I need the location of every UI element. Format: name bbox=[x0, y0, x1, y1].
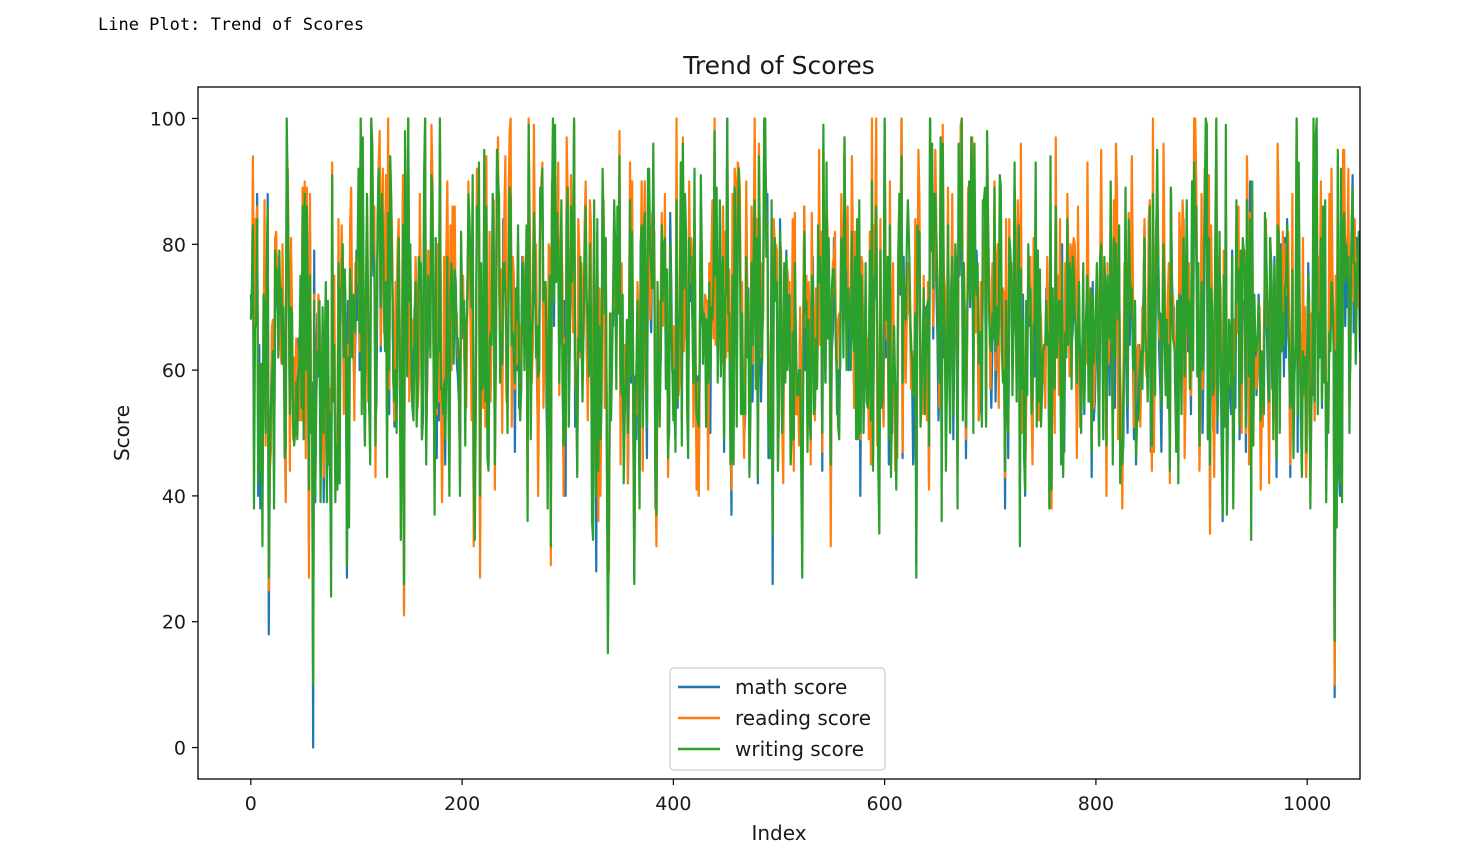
x-tick-label: 200 bbox=[444, 793, 480, 815]
y-axis-label: Score bbox=[110, 405, 134, 461]
x-tick-label: 1000 bbox=[1283, 793, 1331, 815]
legend-box bbox=[669, 667, 886, 771]
x-axis-label: Index bbox=[751, 821, 806, 845]
y-tick-label: 0 bbox=[174, 738, 186, 760]
x-tick-label: 800 bbox=[1078, 793, 1114, 815]
x-tick-label: 600 bbox=[867, 793, 903, 815]
y-tick-label: 40 bbox=[162, 486, 186, 508]
x-tick-label: 0 bbox=[245, 793, 257, 815]
plot-lines bbox=[249, 117, 1360, 749]
y-tick-label: 60 bbox=[162, 360, 186, 382]
y-tick-label: 80 bbox=[162, 234, 186, 256]
legend-label: reading score bbox=[735, 706, 871, 730]
legend: math score reading score writing score bbox=[669, 667, 886, 771]
axes-frame bbox=[197, 86, 1361, 780]
legend-label: math score bbox=[735, 675, 847, 699]
x-tick-label: 400 bbox=[655, 793, 691, 815]
series-line-writing-score bbox=[249, 117, 1360, 686]
chart-title: Trend of Scores bbox=[682, 51, 874, 80]
x-axis-ticks: 0 200 400 600 800 1000 bbox=[245, 779, 1331, 815]
legend-label: writing score bbox=[735, 737, 864, 761]
y-axis-ticks: 0 20 40 60 80 100 bbox=[150, 108, 198, 760]
cell-output-label: Line Plot: Trend of Scores bbox=[98, 15, 365, 35]
y-tick-label: 20 bbox=[162, 612, 186, 634]
y-tick-label: 100 bbox=[150, 108, 186, 130]
